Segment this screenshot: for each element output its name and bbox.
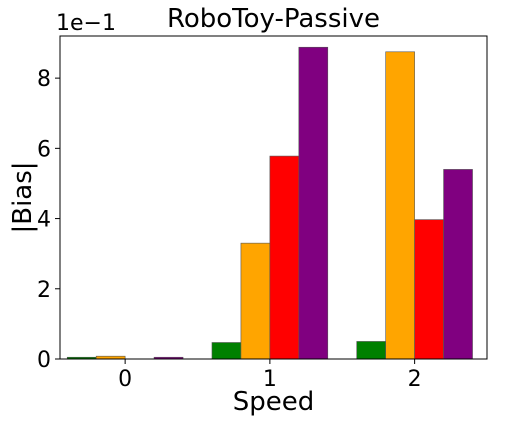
- x-axis-ticks: 0 1 2: [118, 359, 422, 392]
- bar-series2-cat2: [414, 219, 444, 360]
- y-tick-label: 4: [37, 208, 51, 233]
- y-axis-label: |Bias|: [8, 161, 38, 233]
- bar-series0-cat1: [211, 342, 242, 360]
- y-tick-label: 2: [37, 278, 51, 303]
- x-axis-label: Speed: [233, 387, 315, 417]
- chart-title: RoboToy-Passive: [167, 4, 380, 34]
- y-tick-label: 8: [37, 67, 51, 92]
- bar-series2-cat1: [269, 155, 300, 360]
- bar-series1-cat1: [240, 242, 271, 360]
- bar-series3-cat2: [443, 169, 473, 360]
- bar-series3-cat1: [298, 46, 329, 360]
- y-tick-label: 0: [37, 348, 51, 373]
- y-axis-ticks: 0 2 4 6 8: [37, 67, 60, 373]
- y-axis-offset-label: 1e−1: [56, 11, 116, 36]
- x-tick-label: 0: [118, 367, 132, 392]
- bar-series0-cat2: [356, 341, 386, 360]
- bars-layer: [66, 46, 473, 360]
- x-tick-label: 1: [263, 367, 277, 392]
- x-tick-label: 2: [408, 367, 422, 392]
- y-tick-label: 6: [37, 137, 51, 162]
- plot-frame: [59, 35, 488, 360]
- bar-series1-cat2: [385, 51, 415, 360]
